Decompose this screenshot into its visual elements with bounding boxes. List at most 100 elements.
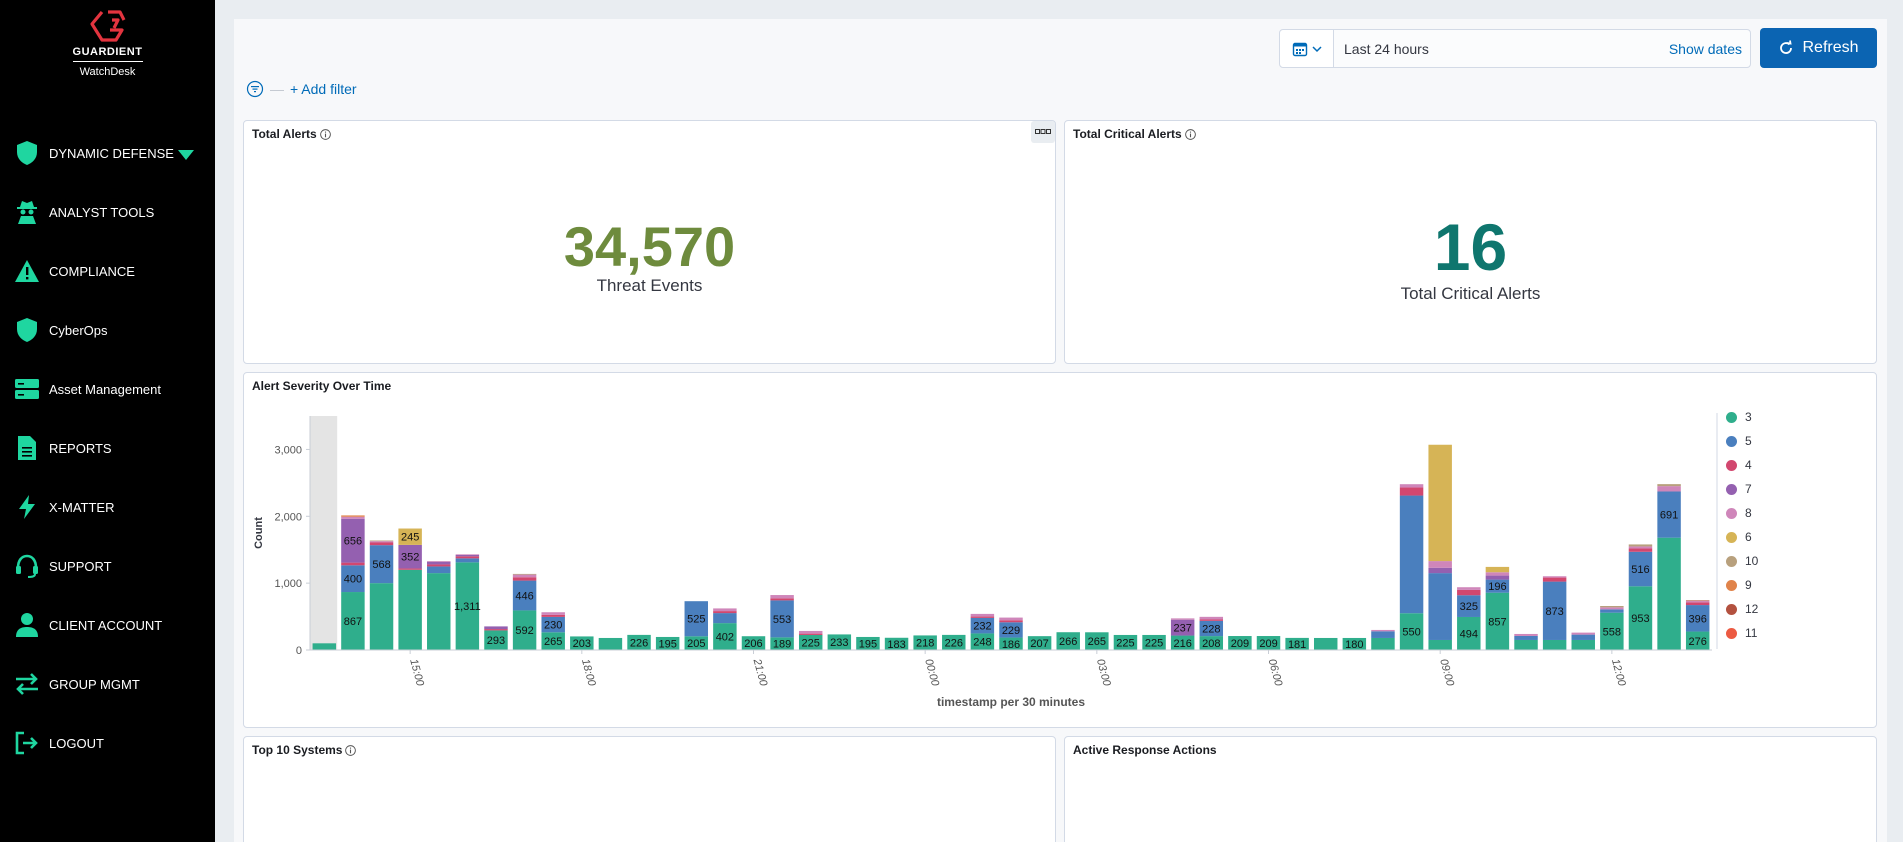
panel-title: Top 10 Systems (252, 743, 357, 757)
info-icon[interactable] (319, 128, 331, 140)
legend-item[interactable]: 6 (1726, 530, 1752, 544)
chart-bar-segment (970, 616, 995, 618)
chart-bar-segment (541, 632, 565, 650)
sidebar-item-label: SUPPORT (49, 558, 112, 574)
legend-item[interactable]: 3 (1726, 410, 1752, 424)
sidebar-item-analyst-tools[interactable]: ANALYST TOOLS (0, 192, 215, 232)
bar-data-label: 208 (1202, 638, 1220, 650)
bar-data-label: 553 (773, 614, 791, 626)
sidebar-item-compliance[interactable]: COMPLIANCE (0, 251, 215, 291)
chart-bar-segment (484, 626, 508, 630)
chart-bar-segment (398, 568, 422, 570)
bar-data-label: 203 (573, 638, 591, 650)
chart-bar-segment (1542, 581, 1567, 640)
chart-bar-segment (798, 634, 823, 650)
legend-label: 12 (1745, 602, 1759, 616)
sidebar-item-logout[interactable]: LOGOUT (0, 723, 215, 763)
y-axis-label: Count (253, 517, 265, 549)
chart-bar-segment (1457, 587, 1481, 590)
chart-bar-segment (1457, 589, 1481, 596)
panel-title-text: Total Critical Alerts (1073, 127, 1182, 141)
sidebar-item-support[interactable]: SUPPORT (0, 546, 215, 586)
chart-bar-segment (1685, 601, 1710, 603)
chart-bar-segment (1628, 548, 1653, 552)
show-dates-link[interactable]: Show dates (1668, 41, 1742, 57)
legend-item[interactable]: 8 (1726, 506, 1752, 520)
chart-bar-segment (713, 613, 737, 624)
legend-item[interactable]: 9 (1726, 578, 1752, 592)
info-icon[interactable] (1184, 128, 1196, 140)
sidebar-item-x-matter[interactable]: X-MATTER (0, 487, 215, 527)
calendar-icon (1292, 42, 1307, 56)
filter-icon[interactable] (246, 80, 264, 98)
legend-swatch (1726, 435, 1737, 447)
panel-title: Total Alerts (252, 127, 331, 141)
refresh-label: Refresh (1802, 39, 1859, 56)
chart-bar-segment (655, 636, 680, 650)
chart-bar-segment (1571, 639, 1595, 650)
date-range-value[interactable]: Last 24 hours (1344, 41, 1429, 57)
panel-options-button[interactable] (1031, 121, 1055, 143)
chart-bar-segment (341, 515, 365, 517)
sidebar-item-asset-management[interactable]: Asset Management (0, 369, 215, 409)
bar-data-label: 494 (1460, 628, 1478, 640)
quick-select-button[interactable] (1280, 30, 1334, 67)
sidebar-item-client-account[interactable]: CLIENT ACCOUNT (0, 605, 215, 645)
bar-data-label: 205 (687, 638, 705, 650)
chart-bar-segment (1399, 487, 1424, 496)
chart-bar-segment (512, 577, 537, 581)
more-horizontal-icon (1035, 129, 1051, 134)
legend-label: 4 (1745, 458, 1752, 472)
chart-bar-segment (1399, 484, 1424, 488)
legend-item[interactable]: 10 (1726, 554, 1758, 568)
bar-data-label: 225 (802, 637, 820, 649)
date-picker[interactable]: Last 24 hours Show dates (1279, 29, 1751, 68)
bar-data-label: 592 (515, 625, 533, 637)
sidebar-item-dynamic-defense[interactable]: DYNAMIC DEFENSE (0, 133, 215, 173)
chart-bar-segment (999, 637, 1023, 650)
total-alerts-label: Threat Events (596, 276, 703, 295)
chart-bar-segment (398, 528, 422, 545)
legend-item[interactable]: 12 (1726, 602, 1758, 616)
chart-bar-segment (1657, 484, 1681, 487)
alert-severity-chart: 0 1,000 2,000 3,000 Count 867 400 656 568 352 245 1… (253, 413, 1718, 709)
y-tick-label: 2,000 (274, 511, 302, 523)
chart-bar-segment (1685, 631, 1710, 650)
caret-down-icon[interactable] (178, 147, 194, 165)
brand-logo[interactable]: GUARDIENT WatchDesk (0, 8, 215, 93)
chart-bar-segment (627, 634, 651, 650)
refresh-button[interactable]: Refresh (1760, 28, 1877, 68)
bar-data-label: 206 (744, 638, 762, 650)
chart-bar-segment (1199, 616, 1224, 620)
spy-icon (12, 197, 42, 227)
legend-item[interactable]: 11 (1726, 626, 1757, 640)
chart-bar-segment (798, 633, 823, 635)
chart-bar-segment (1485, 572, 1510, 576)
sidebar-item-group-mgmt[interactable]: GROUP MGMT (0, 664, 215, 704)
bar-data-label: 248 (973, 637, 991, 649)
legend-item[interactable]: 7 (1726, 482, 1752, 496)
bar-data-label: 232 (973, 621, 991, 633)
bar-data-label: 265 (544, 636, 562, 648)
bar-data-label: 245 (401, 532, 419, 544)
legend-item[interactable]: 4 (1726, 458, 1752, 472)
chart-bar-segment (398, 544, 422, 569)
panel-title-text: Alert Severity Over Time (252, 379, 392, 393)
bar-data-label: 400 (344, 574, 362, 586)
document-icon (12, 433, 42, 463)
active-response-panel: Active Response Actions (1064, 736, 1877, 842)
sidebar-item-label: REPORTS (49, 440, 112, 456)
legend-swatch (1726, 483, 1737, 495)
sidebar-item-reports[interactable]: REPORTS (0, 428, 215, 468)
info-icon[interactable] (345, 744, 357, 756)
chart-bar-segment (369, 541, 394, 543)
legend-item[interactable]: 5 (1726, 434, 1752, 448)
sidebar-item-cyberops[interactable]: CyberOps (0, 310, 215, 350)
chart-bar-segment (1056, 632, 1080, 650)
headset-icon (12, 551, 42, 581)
bolt-icon (12, 492, 42, 522)
legend-label: 11 (1745, 626, 1758, 640)
chart-bar-segment (1142, 634, 1166, 650)
x-axis-label: timestamp per 30 minutes (937, 695, 1085, 709)
add-filter-button[interactable]: + Add filter (290, 81, 357, 97)
